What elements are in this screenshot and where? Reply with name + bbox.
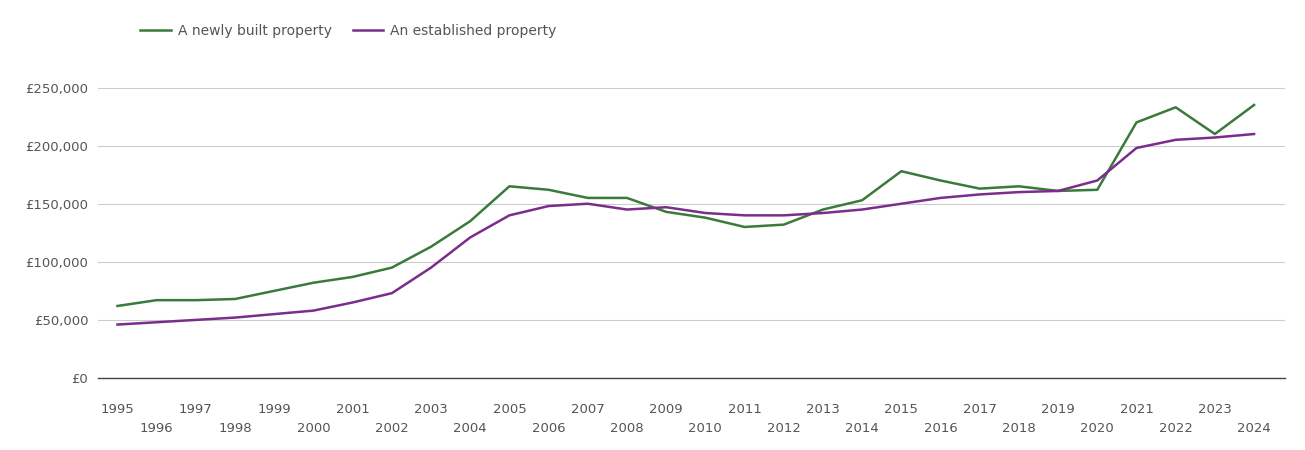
An established property (658, 204, 673, 210)
A newly built property (188, 297, 204, 303)
An established property (894, 201, 910, 207)
A newly built property (501, 184, 517, 189)
A newly built property (972, 186, 988, 191)
Text: 2019: 2019 (1041, 403, 1075, 416)
An established property (933, 195, 949, 201)
Text: 2013: 2013 (806, 403, 840, 416)
Text: 2018: 2018 (1002, 423, 1036, 436)
Text: 2014: 2014 (846, 423, 880, 436)
An established property (776, 213, 792, 218)
Text: 2017: 2017 (963, 403, 997, 416)
An established property (1168, 137, 1184, 143)
Text: 2004: 2004 (453, 423, 487, 436)
An established property (149, 320, 164, 325)
A newly built property (1246, 102, 1262, 108)
Text: 2000: 2000 (296, 423, 330, 436)
An established property (1051, 188, 1066, 194)
An established property (1090, 178, 1105, 183)
An established property (619, 207, 634, 212)
Text: 1996: 1996 (140, 423, 174, 436)
An established property (1246, 131, 1262, 137)
An established property (305, 308, 321, 313)
An established property (110, 322, 125, 327)
An established property (737, 213, 753, 218)
An established property (345, 300, 360, 305)
An established property (1207, 135, 1223, 140)
An established property (227, 315, 243, 320)
Text: 2003: 2003 (414, 403, 448, 416)
A newly built property (227, 296, 243, 302)
A newly built property (579, 195, 595, 201)
Text: 2016: 2016 (924, 423, 958, 436)
Text: 2007: 2007 (570, 403, 604, 416)
A newly built property (149, 297, 164, 303)
A newly built property (384, 265, 399, 270)
A newly built property (933, 178, 949, 183)
A newly built property (1090, 187, 1105, 193)
A newly built property (855, 198, 870, 203)
A newly built property (1129, 120, 1144, 125)
An established property (1011, 189, 1027, 195)
A newly built property (619, 195, 634, 201)
A newly built property (110, 303, 125, 309)
Text: 2020: 2020 (1081, 423, 1114, 436)
An established property (855, 207, 870, 212)
Text: 2008: 2008 (611, 423, 643, 436)
Text: 1995: 1995 (100, 403, 134, 416)
A newly built property (1168, 104, 1184, 110)
A newly built property (1207, 131, 1223, 137)
An established property (579, 201, 595, 207)
An established property (188, 317, 204, 323)
A newly built property (658, 209, 673, 215)
An established property (384, 291, 399, 296)
Text: 1999: 1999 (257, 403, 291, 416)
Text: 2012: 2012 (767, 423, 801, 436)
Text: 2021: 2021 (1120, 403, 1154, 416)
An established property (972, 192, 988, 197)
A newly built property (1011, 184, 1027, 189)
Text: 2005: 2005 (492, 403, 526, 416)
Text: 2001: 2001 (335, 403, 369, 416)
Line: A newly built property: A newly built property (117, 105, 1254, 306)
Text: 2022: 2022 (1159, 423, 1193, 436)
An established property (698, 210, 714, 216)
Text: 2009: 2009 (650, 403, 683, 416)
A newly built property (776, 222, 792, 227)
A newly built property (540, 187, 556, 193)
A newly built property (305, 280, 321, 285)
Line: An established property: An established property (117, 134, 1254, 324)
A newly built property (1051, 188, 1066, 194)
Text: 1998: 1998 (218, 423, 252, 436)
Text: 2011: 2011 (728, 403, 762, 416)
Text: 2002: 2002 (375, 423, 408, 436)
An established property (423, 265, 438, 270)
An established property (1129, 145, 1144, 151)
A newly built property (698, 215, 714, 220)
A newly built property (894, 168, 910, 174)
Text: 2023: 2023 (1198, 403, 1232, 416)
An established property (266, 311, 282, 317)
Text: 2024: 2024 (1237, 423, 1271, 436)
Text: 2010: 2010 (689, 423, 722, 436)
Text: 1997: 1997 (179, 403, 213, 416)
A newly built property (737, 224, 753, 230)
A newly built property (816, 207, 831, 212)
A newly built property (423, 244, 438, 249)
An established property (540, 203, 556, 209)
Legend: A newly built property, An established property: A newly built property, An established p… (141, 24, 557, 38)
Text: 2015: 2015 (885, 403, 919, 416)
An established property (462, 235, 478, 240)
A newly built property (266, 288, 282, 293)
A newly built property (462, 218, 478, 224)
An established property (501, 213, 517, 218)
Text: 2006: 2006 (531, 423, 565, 436)
A newly built property (345, 274, 360, 279)
An established property (816, 210, 831, 216)
